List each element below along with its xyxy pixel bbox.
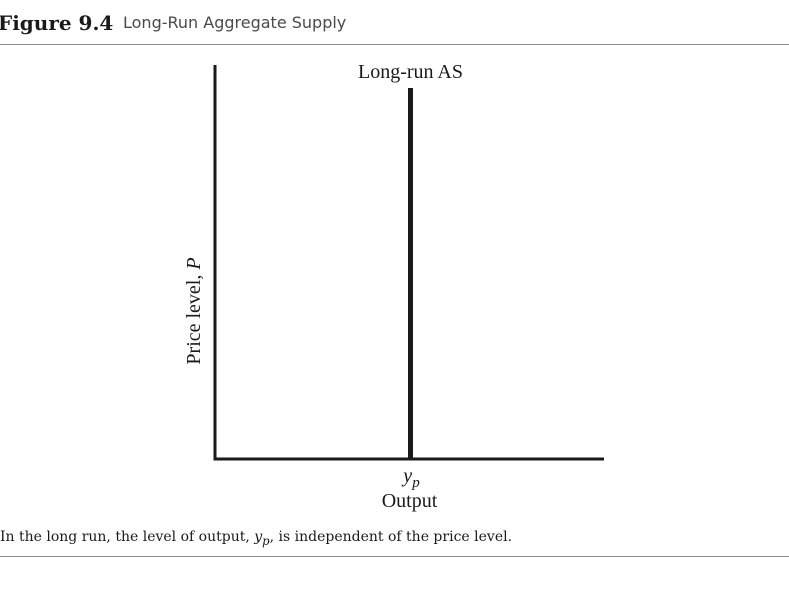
footer-divider <box>0 556 789 557</box>
long-run-as-chart: Long-run AS yp Output Price level, P <box>183 61 604 512</box>
x-axis-label: Output <box>382 490 438 512</box>
series-layer: Long-run AS <box>358 61 463 459</box>
figure-number: Figure 9.4 <box>0 11 114 35</box>
caption-text-end: , is independent of the price level. <box>269 529 513 545</box>
figure-title: Long-Run Aggregate Supply <box>123 13 347 32</box>
y-axis-label-variable: P <box>183 257 205 270</box>
caption-variable-base: y <box>254 529 263 545</box>
y-axis-label: Price level, P <box>183 257 205 364</box>
figure-header: Figure 9.4 Long-Run Aggregate Supply <box>0 8 789 44</box>
y-axis-label-text: Price level, <box>183 270 205 365</box>
chart-area: Long-run AS yp Output Price level, P <box>0 50 789 520</box>
header-divider <box>0 44 789 45</box>
x-tick-label: yp <box>401 465 420 491</box>
caption-variable: yp <box>254 529 270 548</box>
caption-text-start: In the long run, the level of output, <box>0 529 255 545</box>
x-tick-label-base: y <box>401 465 412 487</box>
caption-variable-subscript: p <box>262 533 270 548</box>
x-tick-label-subscript: p <box>411 475 420 491</box>
x-tick-layer: yp <box>401 465 420 491</box>
series-label: Long-run AS <box>358 61 463 83</box>
figure-caption: In the long run, the level of output, yp… <box>0 529 512 548</box>
